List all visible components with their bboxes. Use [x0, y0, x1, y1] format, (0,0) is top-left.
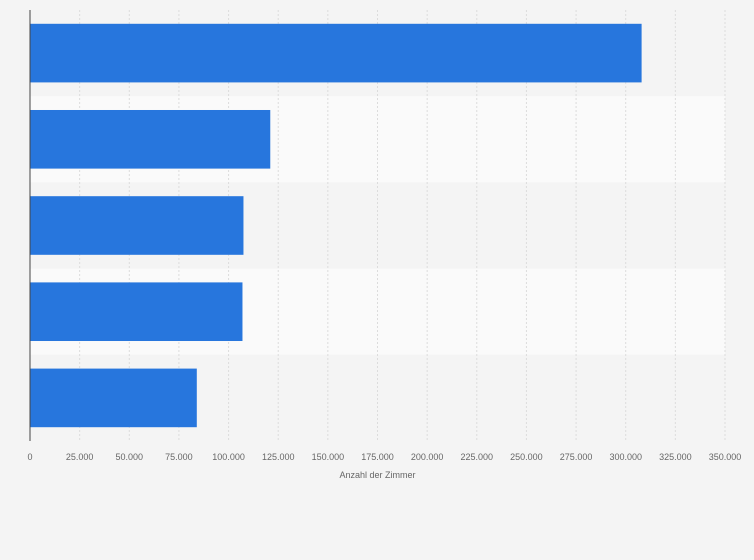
- x-tick-label: 225.000: [461, 452, 494, 462]
- bar: [30, 23, 642, 83]
- x-tick-label: 150.000: [312, 452, 345, 462]
- bar: [30, 368, 197, 428]
- x-tick-label: 350.000: [709, 452, 742, 462]
- x-tick-label: 50.000: [116, 452, 144, 462]
- bar: [30, 109, 271, 169]
- x-tick-label: 200.000: [411, 452, 444, 462]
- x-tick-label: 25.000: [66, 452, 94, 462]
- bar: [30, 196, 244, 255]
- bars: [30, 23, 642, 428]
- x-tick-label: 300.000: [609, 452, 642, 462]
- bar: [30, 282, 243, 342]
- x-tick-label: 250.000: [510, 452, 543, 462]
- x-tick-label: 125.000: [262, 452, 295, 462]
- x-tick-label: 75.000: [165, 452, 193, 462]
- x-tick-label: 175.000: [361, 452, 394, 462]
- x-tick-label: 0: [27, 452, 32, 462]
- x-axis-tick-labels: 0 25.000 50.000 75.000 100.000 125.000 150.000…: [27, 452, 741, 462]
- x-axis-title: Anzahl der Zimmer: [339, 470, 415, 480]
- x-tick-label: 325.000: [659, 452, 692, 462]
- x-tick-label: 100.000: [212, 452, 245, 462]
- x-tick-label: 275.000: [560, 452, 593, 462]
